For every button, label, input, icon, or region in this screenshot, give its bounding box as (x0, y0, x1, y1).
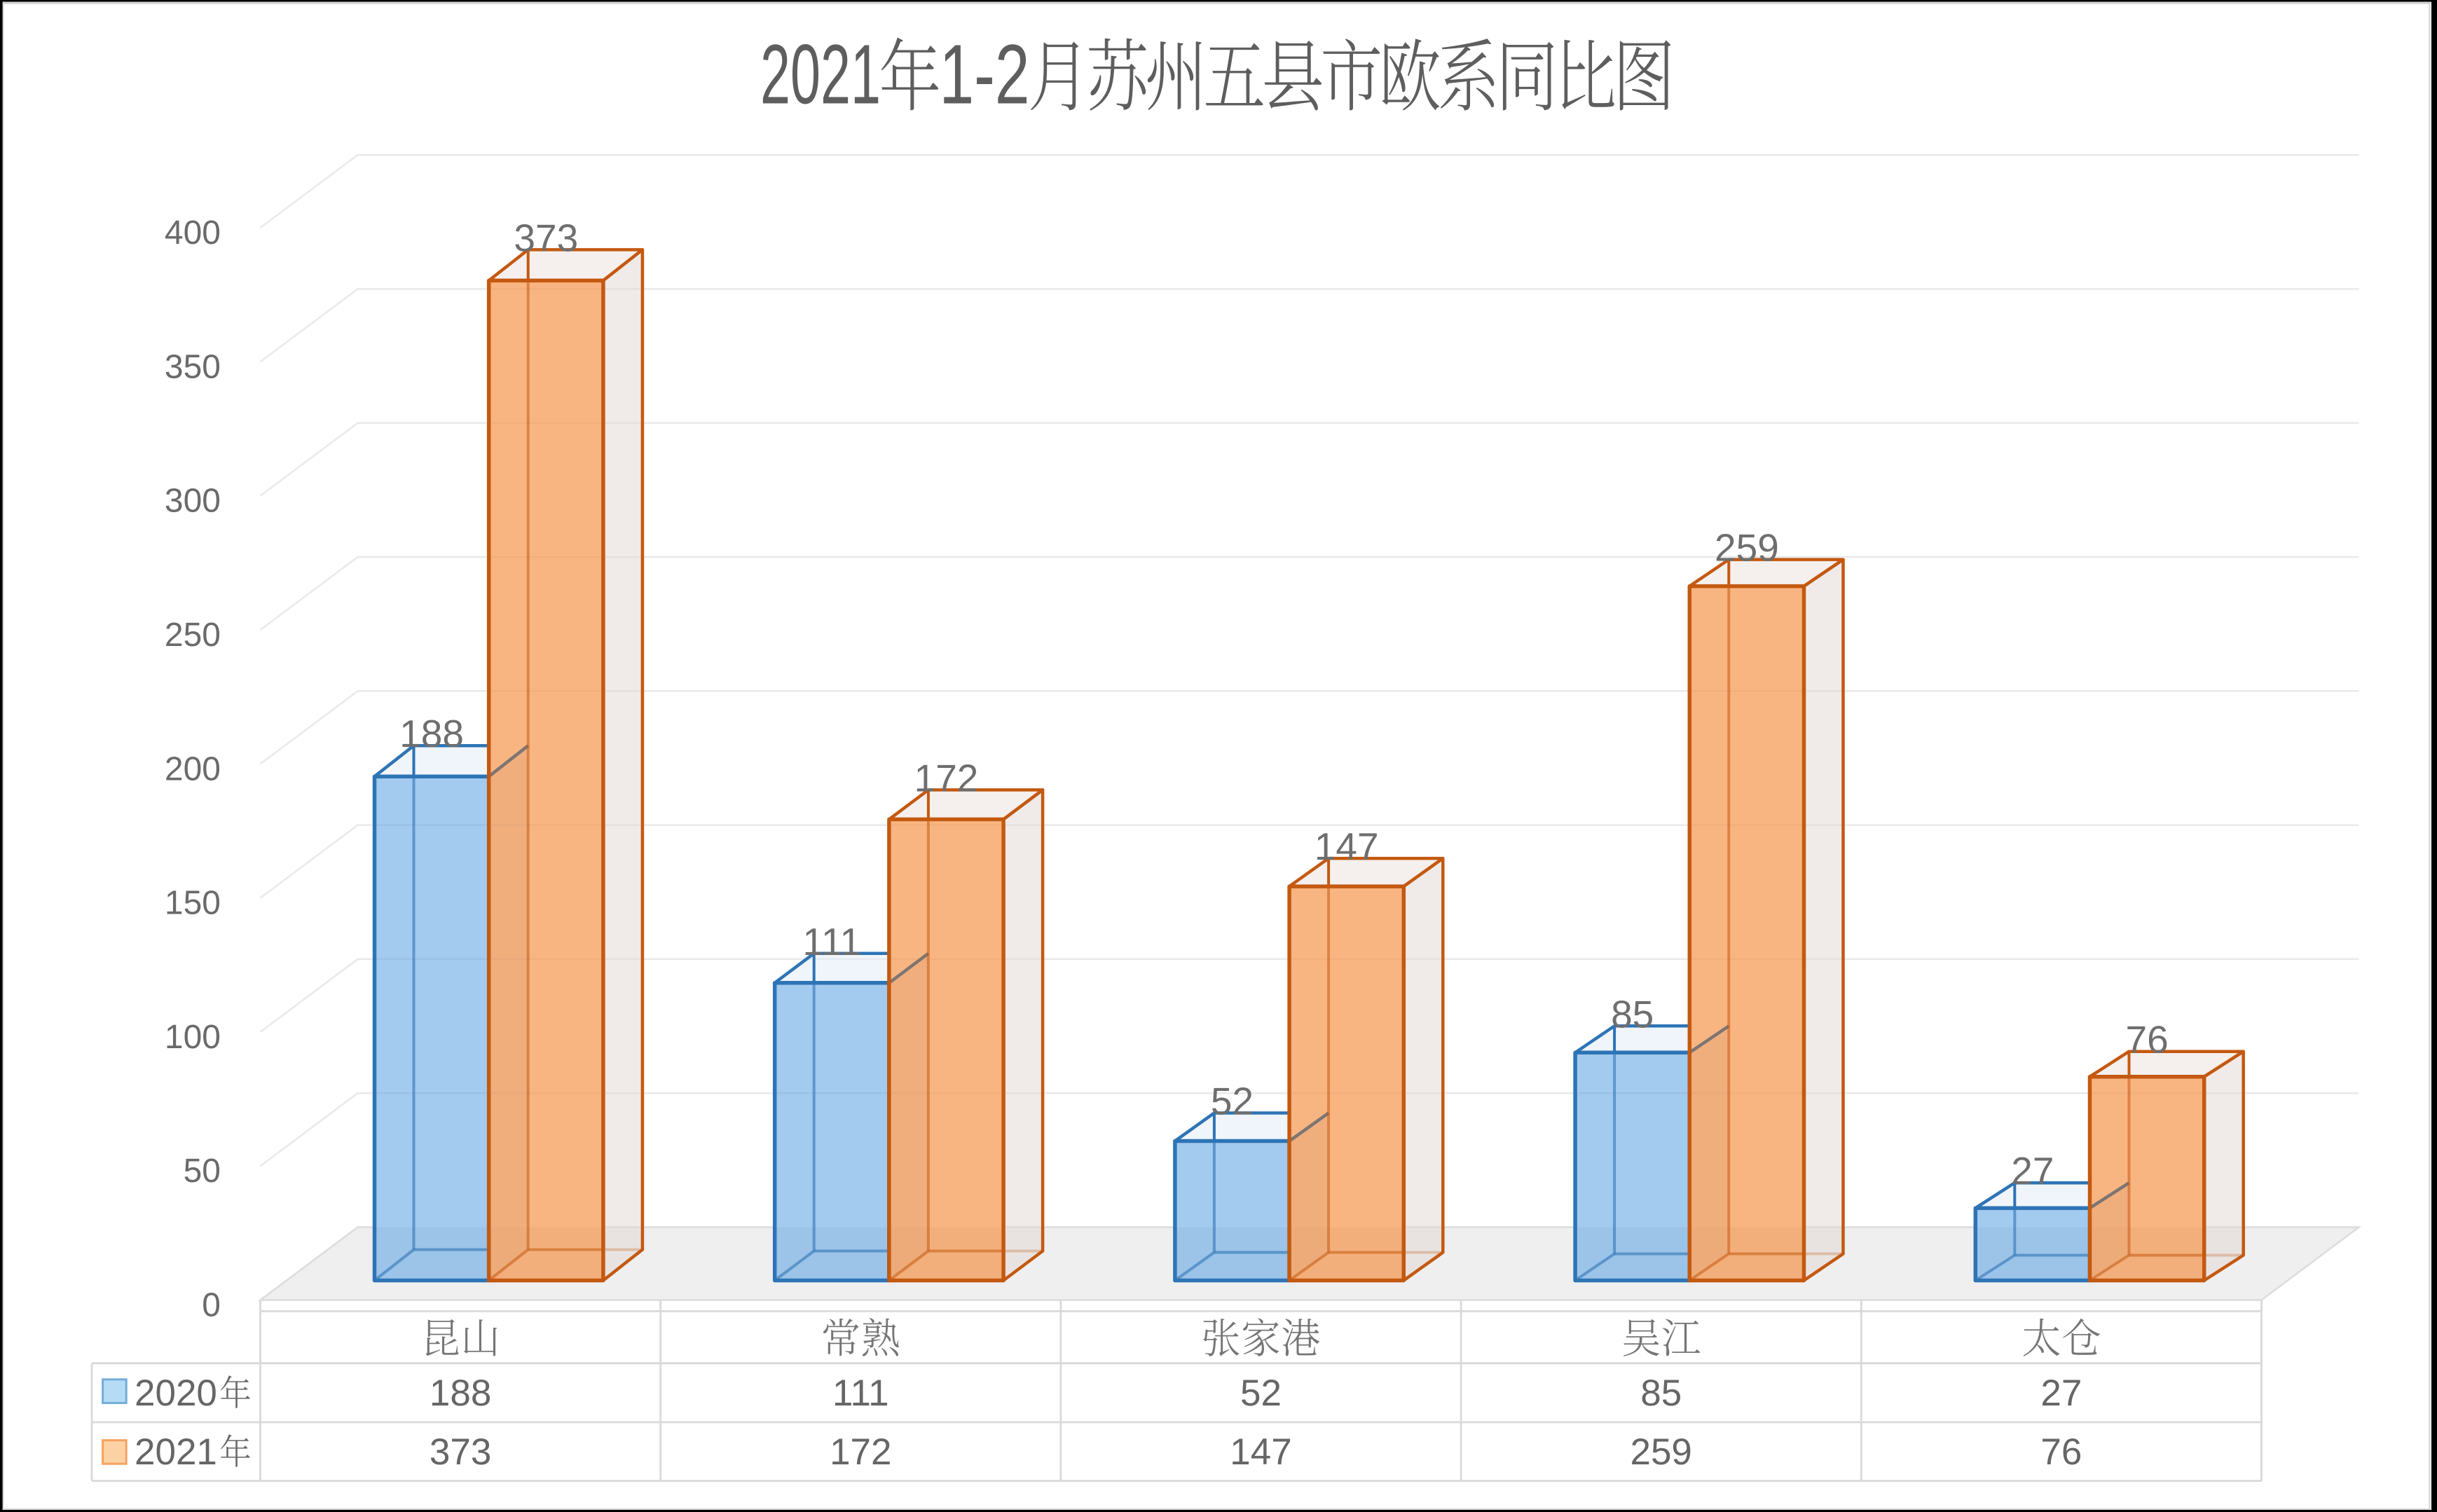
svg-text:259: 259 (1715, 526, 1779, 570)
svg-text:52: 52 (1211, 1080, 1254, 1123)
svg-text:200: 200 (165, 750, 221, 788)
svg-text:147: 147 (1314, 825, 1379, 868)
svg-text:1-2: 1-2 (940, 27, 1030, 122)
svg-text:85: 85 (1611, 992, 1654, 1036)
svg-text:373: 373 (514, 216, 578, 259)
svg-text:172: 172 (914, 756, 979, 799)
svg-text:2021: 2021 (760, 27, 881, 122)
svg-text:100: 100 (165, 1019, 221, 1056)
svg-text:50: 50 (184, 1153, 221, 1190)
svg-text:150: 150 (165, 885, 221, 922)
svg-text:373: 373 (430, 1431, 491, 1473)
svg-text:350: 350 (165, 348, 221, 385)
svg-text:250: 250 (165, 617, 221, 654)
svg-text:400: 400 (165, 214, 221, 252)
svg-text:52: 52 (1240, 1373, 1282, 1414)
svg-text:111: 111 (832, 1373, 889, 1414)
svg-text:172: 172 (830, 1431, 891, 1473)
svg-text:76: 76 (2126, 1018, 2169, 1061)
svg-text:147: 147 (1230, 1431, 1291, 1473)
svg-text:0: 0 (202, 1287, 221, 1324)
svg-text:111: 111 (802, 920, 861, 963)
svg-text:2020: 2020 (135, 1373, 217, 1414)
svg-text:188: 188 (430, 1373, 491, 1414)
svg-text:85: 85 (1640, 1373, 1682, 1414)
svg-text:300: 300 (165, 483, 221, 520)
svg-text:27: 27 (2040, 1373, 2082, 1414)
svg-text:76: 76 (2040, 1431, 2082, 1473)
svg-text:2021: 2021 (135, 1431, 217, 1473)
svg-text:188: 188 (399, 712, 464, 755)
svg-text:259: 259 (1630, 1431, 1691, 1473)
svg-text:27: 27 (2011, 1149, 2054, 1193)
